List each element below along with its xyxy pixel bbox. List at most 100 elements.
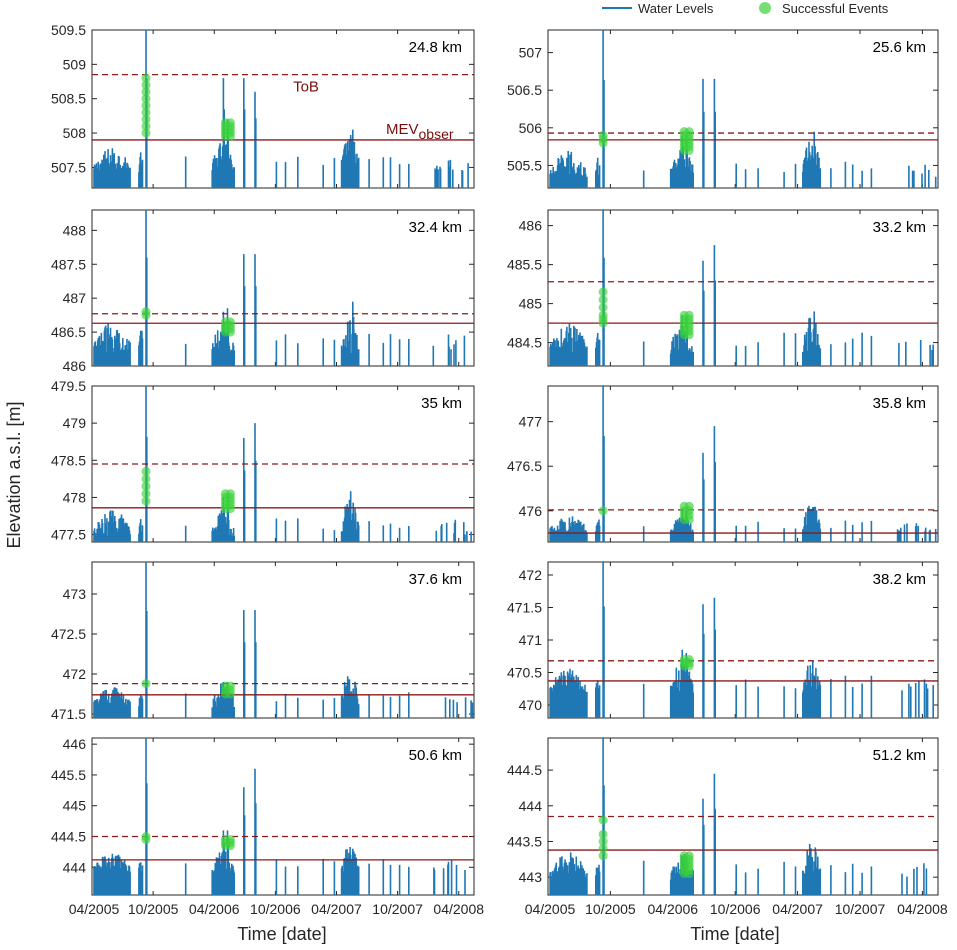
- panel-label: 50.6 km: [409, 747, 462, 764]
- event-point: [141, 835, 151, 845]
- y-tick-label: 443.5: [507, 833, 542, 849]
- y-tick-label: 486: [63, 358, 87, 374]
- panel-9: 444 444.5 445 445.5 446 04/2005 10/2005 04/2006…: [51, 736, 484, 917]
- panel-8: 470 470.5 471 471.5 472 38.2 km: [507, 561, 939, 719]
- y-tick-label: 506.5: [507, 82, 542, 98]
- event-point: [684, 869, 694, 879]
- axes-frame: [547, 561, 939, 719]
- panel-label: 37.6 km: [409, 571, 462, 588]
- y-tick-label: 472: [63, 666, 87, 682]
- event-point: [684, 145, 694, 155]
- y-tick-label: 471.5: [507, 600, 542, 616]
- water-level-series: [549, 562, 934, 718]
- panel-6: 476 476.5 477 35.8 km: [507, 385, 939, 543]
- y-tick-label: 486.5: [51, 324, 86, 340]
- event-point: [225, 841, 235, 851]
- y-tick-label: 485: [519, 296, 543, 312]
- event-point: [684, 661, 694, 671]
- panel-7: 471.5 472 472.5 473 37.6 km: [51, 561, 475, 722]
- event-point: [141, 73, 151, 83]
- event-point: [598, 829, 608, 839]
- x-tick-label: 04/2005: [69, 901, 120, 917]
- y-tick-label: 444.5: [507, 762, 542, 778]
- y-tick-label: 487.5: [51, 256, 86, 272]
- y-tick-label: 479.5: [51, 378, 86, 394]
- event-point: [141, 310, 151, 320]
- mev-annotation: MEVobser: [386, 121, 454, 142]
- y-tick-label: 476: [519, 503, 543, 519]
- event-point: [598, 506, 608, 516]
- event-point: [141, 101, 151, 111]
- x-tick-label: 04/2007: [772, 901, 823, 917]
- panel-label: 24.8 km: [409, 39, 462, 56]
- x-tick-label: 04/2008: [433, 901, 484, 917]
- event-point: [141, 474, 151, 484]
- y-tick-label: 477.5: [51, 527, 86, 543]
- tob-annotation: ToB: [293, 79, 319, 96]
- panel-label: 32.4 km: [409, 219, 462, 236]
- event-point: [141, 466, 151, 476]
- event-point: [684, 515, 694, 525]
- event-point: [598, 138, 608, 148]
- axes-frame: [91, 29, 475, 189]
- y-axis-title: Elevation a.s.l. [m]: [4, 401, 24, 548]
- event-point: [141, 94, 151, 104]
- event-point: [141, 80, 151, 90]
- event-point: [141, 128, 151, 138]
- legend: Water Levels Successful Events: [602, 1, 889, 16]
- water-level-series: [93, 738, 466, 895]
- event-point: [225, 327, 235, 337]
- y-tick-label: 478: [63, 489, 87, 505]
- water-level-series: [93, 562, 474, 718]
- event-point: [598, 851, 608, 861]
- y-tick-label: 478.5: [51, 452, 86, 468]
- x-tick-label: 10/2007: [372, 901, 423, 917]
- x-tick-label: 10/2005: [585, 901, 636, 917]
- y-tick-label: 509: [63, 56, 87, 72]
- event-point: [141, 121, 151, 131]
- event-point: [598, 295, 608, 305]
- y-tick-label: 472.5: [51, 626, 86, 642]
- y-tick-label: 505.5: [507, 157, 542, 173]
- x-tick-label: 10/2006: [710, 901, 761, 917]
- panel-2: 505.5 506 506.5 507 25.6 km: [507, 29, 939, 189]
- x-axis-title-left: Time [date]: [237, 924, 326, 944]
- y-tick-label: 507: [519, 45, 543, 61]
- y-tick-label: 477: [519, 414, 543, 430]
- y-tick-label: 470: [519, 697, 543, 713]
- panel-4: 484.5 485 485.5 486 33.2 km: [507, 209, 939, 367]
- y-tick-label: 473: [63, 586, 87, 602]
- legend-events-marker: [759, 2, 771, 14]
- event-point: [141, 107, 151, 117]
- event-point: [598, 303, 608, 312]
- x-axis-title-right: Time [date]: [690, 924, 779, 944]
- panel-5: 477.5 478 478.5 479 479.5 35 km: [51, 378, 475, 543]
- panel-10: 443 443.5 444 444.5 04/2005 10/2005 04/2006 10/…: [507, 737, 948, 917]
- y-tick-label: 487: [63, 290, 87, 306]
- x-tick-label: 04/2006: [647, 901, 698, 917]
- x-tick-label: 10/2005: [128, 901, 179, 917]
- panel-label: 25.6 km: [873, 39, 926, 56]
- y-tick-label: 488: [63, 222, 87, 238]
- event-point: [141, 496, 151, 506]
- panel-1: 507.5 508 508.5 509 509.5 24.8 km ToB MEVobser: [51, 22, 475, 189]
- event-point: [141, 481, 151, 491]
- y-tick-label: 444: [63, 859, 87, 875]
- water-level-series: [549, 30, 937, 188]
- y-tick-label: 507.5: [51, 159, 86, 175]
- water-level-series: [93, 210, 466, 366]
- y-tick-label: 508: [63, 125, 87, 141]
- y-tick-label: 476.5: [507, 458, 542, 474]
- event-point: [684, 330, 694, 340]
- water-level-series: [93, 30, 469, 188]
- x-tick-label: 10/2007: [835, 901, 886, 917]
- y-tick-label: 470.5: [507, 665, 542, 681]
- event-point: [141, 87, 151, 97]
- y-tick-label: 446: [63, 736, 87, 752]
- event-point: [225, 689, 235, 699]
- panel-label: 51.2 km: [873, 747, 926, 764]
- water-level-series: [93, 386, 472, 542]
- event-point: [598, 844, 608, 854]
- event-point: [225, 132, 235, 141]
- panel-label: 35 km: [421, 395, 462, 412]
